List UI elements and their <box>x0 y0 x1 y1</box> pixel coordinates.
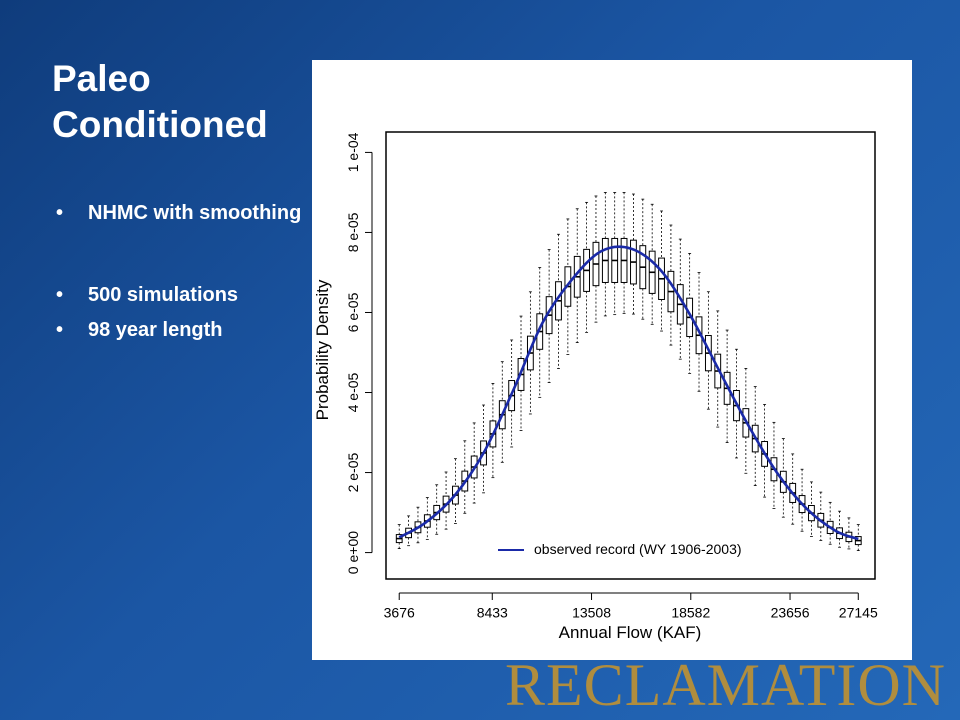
y-tick-label: 4 e-05 <box>345 372 361 412</box>
axis-layer: 3676 8433 13508 18582 23656 27145 0 e+00 2 e-05… <box>345 132 878 620</box>
y-tick-label: 2 e-05 <box>345 452 361 492</box>
box-plot <box>845 517 853 550</box>
y-tick-label: 8 e-05 <box>345 212 361 252</box>
box-plot <box>461 440 469 514</box>
x-tick-label: 3676 <box>384 605 415 621</box>
observed-record-line <box>398 245 859 541</box>
bullet-item: • 98 year length <box>56 317 306 344</box>
bullet-dot: • <box>56 284 64 306</box>
bullet-text: 98 year length <box>88 319 223 341</box>
x-tick-label: 18582 <box>671 605 710 621</box>
box-plot <box>854 524 862 551</box>
chart-panel: 3676 8433 13508 18582 23656 27145 0 e+00 2 e-05… <box>312 60 912 660</box>
box-plot <box>395 524 403 549</box>
boxes-layer <box>395 192 862 551</box>
x-tick-label: 13508 <box>572 605 611 621</box>
bullet-list: • NHMC with smoothing • 500 simulations … <box>56 200 306 344</box>
box-plot <box>648 203 656 325</box>
box-plot <box>630 193 637 315</box>
y-tick-label: 0 e+00 <box>345 531 361 574</box>
density-boxplot-chart: 3676 8433 13508 18582 23656 27145 0 e+00 2 e-05… <box>313 131 878 642</box>
box-plot <box>836 510 843 548</box>
box-plot <box>583 201 590 333</box>
box-plot <box>817 491 825 541</box>
bullet-dot: • <box>56 202 64 224</box>
box-plot <box>611 192 619 316</box>
box-plot <box>442 471 450 530</box>
legend-label: observed record (WY 1906-2003) <box>534 541 742 557</box>
box-plot <box>808 481 815 537</box>
bullet-dot: • <box>56 319 64 341</box>
bullet-item: • NHMC with smoothing <box>56 200 306 227</box>
observed-line-layer <box>398 245 859 541</box>
x-tick-label: 8433 <box>477 605 508 621</box>
box-plot <box>639 198 647 320</box>
box-plot <box>620 192 628 314</box>
plot-frame <box>385 131 876 580</box>
box-plot <box>826 501 834 545</box>
reclamation-logo: RECLAMATION <box>505 652 946 718</box>
box-plot <box>658 210 665 332</box>
y-axis-label: Probability Density <box>313 279 332 420</box>
bullet-item: • 500 simulations <box>56 282 306 309</box>
box-plot <box>601 192 609 317</box>
box-plot <box>592 195 600 323</box>
box-plot <box>667 224 675 346</box>
x-axis-label: Annual Flow (KAF) <box>559 623 702 642</box>
y-tick-label: 6 e-05 <box>345 292 361 332</box>
x-tick-label: 27145 <box>839 605 878 621</box>
box-plot <box>433 484 441 535</box>
slide-title: Paleo Conditioned <box>52 58 268 145</box>
bullet-text: 500 simulations <box>88 284 239 306</box>
y-tick-label: 1 e-04 <box>345 132 361 172</box>
bullet-text: NHMC with smoothing <box>88 202 302 224</box>
x-tick-label: 23656 <box>771 605 810 621</box>
